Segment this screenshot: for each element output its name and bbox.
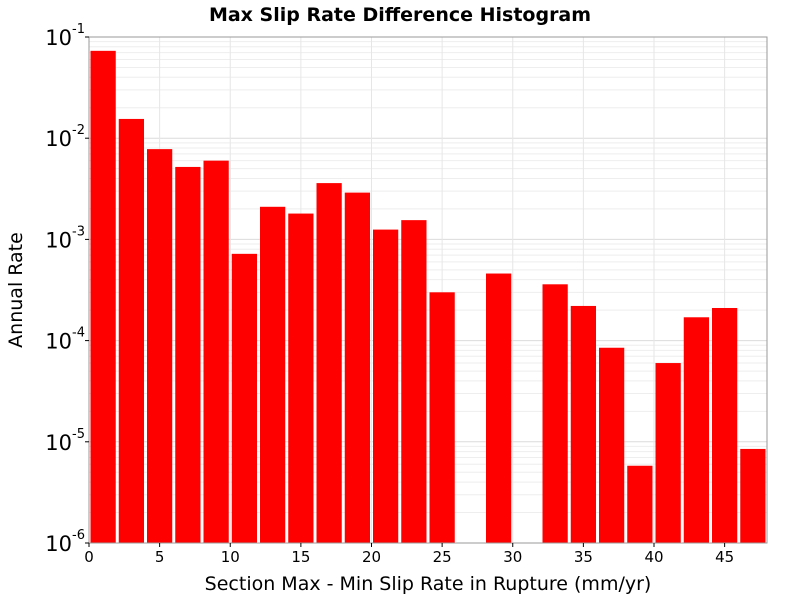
histogram-bar xyxy=(429,292,455,543)
y-axis-label: Annual Rate xyxy=(5,232,27,348)
y-tick-label: 10-5 xyxy=(45,427,85,455)
histogram-bar xyxy=(288,213,314,544)
x-axis-label: Section Max - Min Slip Rate in Rupture (… xyxy=(205,573,652,595)
x-tick-label: 35 xyxy=(574,548,593,566)
histogram-bar xyxy=(373,229,399,543)
x-tick-label: 45 xyxy=(715,548,734,566)
x-tick-label: 5 xyxy=(155,548,165,566)
x-tick-label: 30 xyxy=(503,548,522,566)
histogram-bar xyxy=(683,317,709,543)
histogram-bar xyxy=(712,307,738,543)
histogram-bar xyxy=(570,305,596,543)
histogram-bar xyxy=(486,273,512,543)
histogram-bar xyxy=(740,448,766,543)
y-tick-label: 10-1 xyxy=(45,22,85,50)
chart-title: Max Slip Rate Difference Histogram xyxy=(209,4,591,26)
x-tick-label: 20 xyxy=(362,548,381,566)
x-tick-label: 10 xyxy=(221,548,240,566)
bars xyxy=(90,50,766,544)
histogram-bar xyxy=(231,253,257,543)
x-tick-label: 15 xyxy=(291,548,310,566)
x-tick-label: 25 xyxy=(433,548,452,566)
y-tick-label: 10-3 xyxy=(45,224,85,252)
histogram-bar xyxy=(344,192,370,543)
histogram-bar xyxy=(175,166,201,543)
histogram-bar xyxy=(260,206,286,543)
histogram-bar xyxy=(655,363,681,543)
y-tick-label: 10-2 xyxy=(45,123,85,151)
histogram-bar xyxy=(203,160,229,543)
histogram-bar xyxy=(542,284,568,543)
histogram-bar xyxy=(599,347,625,543)
x-tick-label: 0 xyxy=(84,548,94,566)
y-axis-ticks: 10-1 10-2 10-3 10-4 10-5 10-6 xyxy=(45,22,89,556)
histogram-bar xyxy=(627,465,653,543)
x-axis-ticks: 0 5 10 15 20 25 30 35 40 45 xyxy=(84,543,734,566)
grid-lines xyxy=(88,37,767,544)
x-tick-label: 40 xyxy=(644,548,663,566)
histogram-bar xyxy=(147,149,173,543)
y-tick-label: 10-4 xyxy=(45,326,85,354)
histogram-bar xyxy=(90,50,116,543)
histogram-bar xyxy=(401,220,427,543)
plot-frame xyxy=(88,36,768,544)
histogram-bar xyxy=(316,183,342,544)
y-tick-label: 10-6 xyxy=(45,528,85,556)
histogram-bar xyxy=(118,118,144,544)
